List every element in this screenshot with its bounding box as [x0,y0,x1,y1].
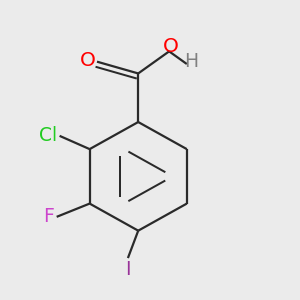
Text: O: O [163,37,178,56]
Text: F: F [43,207,54,226]
Text: O: O [80,51,96,70]
Text: Cl: Cl [39,126,58,146]
Text: H: H [184,52,198,71]
Text: I: I [125,260,131,279]
